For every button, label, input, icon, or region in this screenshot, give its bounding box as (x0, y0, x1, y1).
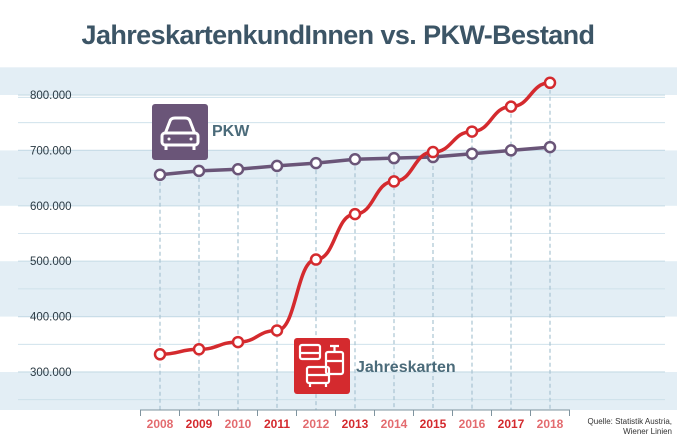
data-point-jahreskarten (309, 253, 323, 266)
series-group (153, 76, 557, 361)
jahreskarten-label: Jahreskarten (356, 359, 456, 376)
pkw-legend: PKW (152, 104, 250, 160)
y-tick-label: 500.000 (30, 256, 72, 268)
y-tick-label: 800.000 (30, 90, 72, 102)
y-tick-label: 600.000 (30, 201, 72, 213)
data-point-jahreskarten (192, 343, 206, 356)
data-point-jahreskarten (153, 348, 167, 361)
x-tick-label: 2009 (186, 417, 213, 431)
x-tick-label: 2013 (342, 417, 369, 431)
data-point-pkw (465, 147, 479, 160)
data-point-pkw (387, 151, 401, 165)
x-tick-label: 2011 (264, 417, 290, 431)
source-line-1: Quelle: Statistik Austria, (588, 417, 672, 426)
x-tick-label: 2014 (381, 417, 408, 431)
source-line-2: Wiener Linien (623, 427, 672, 436)
data-point-pkw (348, 153, 362, 166)
jahreskarten-legend: Jahreskarten (294, 338, 456, 394)
x-tick-label: 2012 (303, 417, 330, 431)
data-point-pkw (153, 168, 167, 182)
chart-title: JahreskartenkundInnen vs. PKW-Bestand (82, 20, 595, 50)
source-note: Quelle: Statistik Austria, Wiener Linien (588, 417, 672, 436)
y-tick-label: 400.000 (30, 312, 72, 324)
data-point-pkw (270, 159, 284, 173)
y-tick-label: 700.000 (30, 145, 72, 157)
data-point-jahreskarten (504, 100, 518, 113)
data-point-jahreskarten (270, 324, 284, 337)
data-point-pkw (192, 164, 206, 178)
x-axis: 2008 2009 2010 2011 2012 2013 2014 2015 2016 2017… (140, 409, 570, 431)
y-tick-label: 300.000 (30, 367, 72, 379)
pkw-label: PKW (212, 123, 250, 140)
x-tick-label: 2008 (147, 417, 174, 431)
x-tick-label: 2018 (537, 417, 564, 431)
background-band (0, 67, 677, 95)
x-tick-label: 2016 (459, 417, 486, 431)
x-tick-label: 2017 (498, 417, 525, 431)
data-point-pkw (231, 162, 245, 176)
data-point-jahreskarten (465, 125, 479, 138)
data-point-pkw (543, 140, 557, 154)
y-axis-ticks: 300.000 400.000 500.000 600.000 700.000 800.0… (30, 90, 72, 379)
x-tick-label: 2010 (225, 417, 252, 431)
data-point-jahreskarten (387, 175, 401, 188)
x-tick-label: 2015 (420, 417, 447, 431)
car-icon (160, 116, 200, 150)
data-point-jahreskarten (348, 207, 362, 221)
data-point-jahreskarten (426, 145, 440, 159)
data-point-jahreskarten (231, 335, 245, 349)
data-point-jahreskarten (543, 76, 557, 90)
data-point-pkw (504, 144, 518, 157)
tram-bus-icon (298, 343, 345, 387)
data-point-pkw (309, 156, 323, 170)
